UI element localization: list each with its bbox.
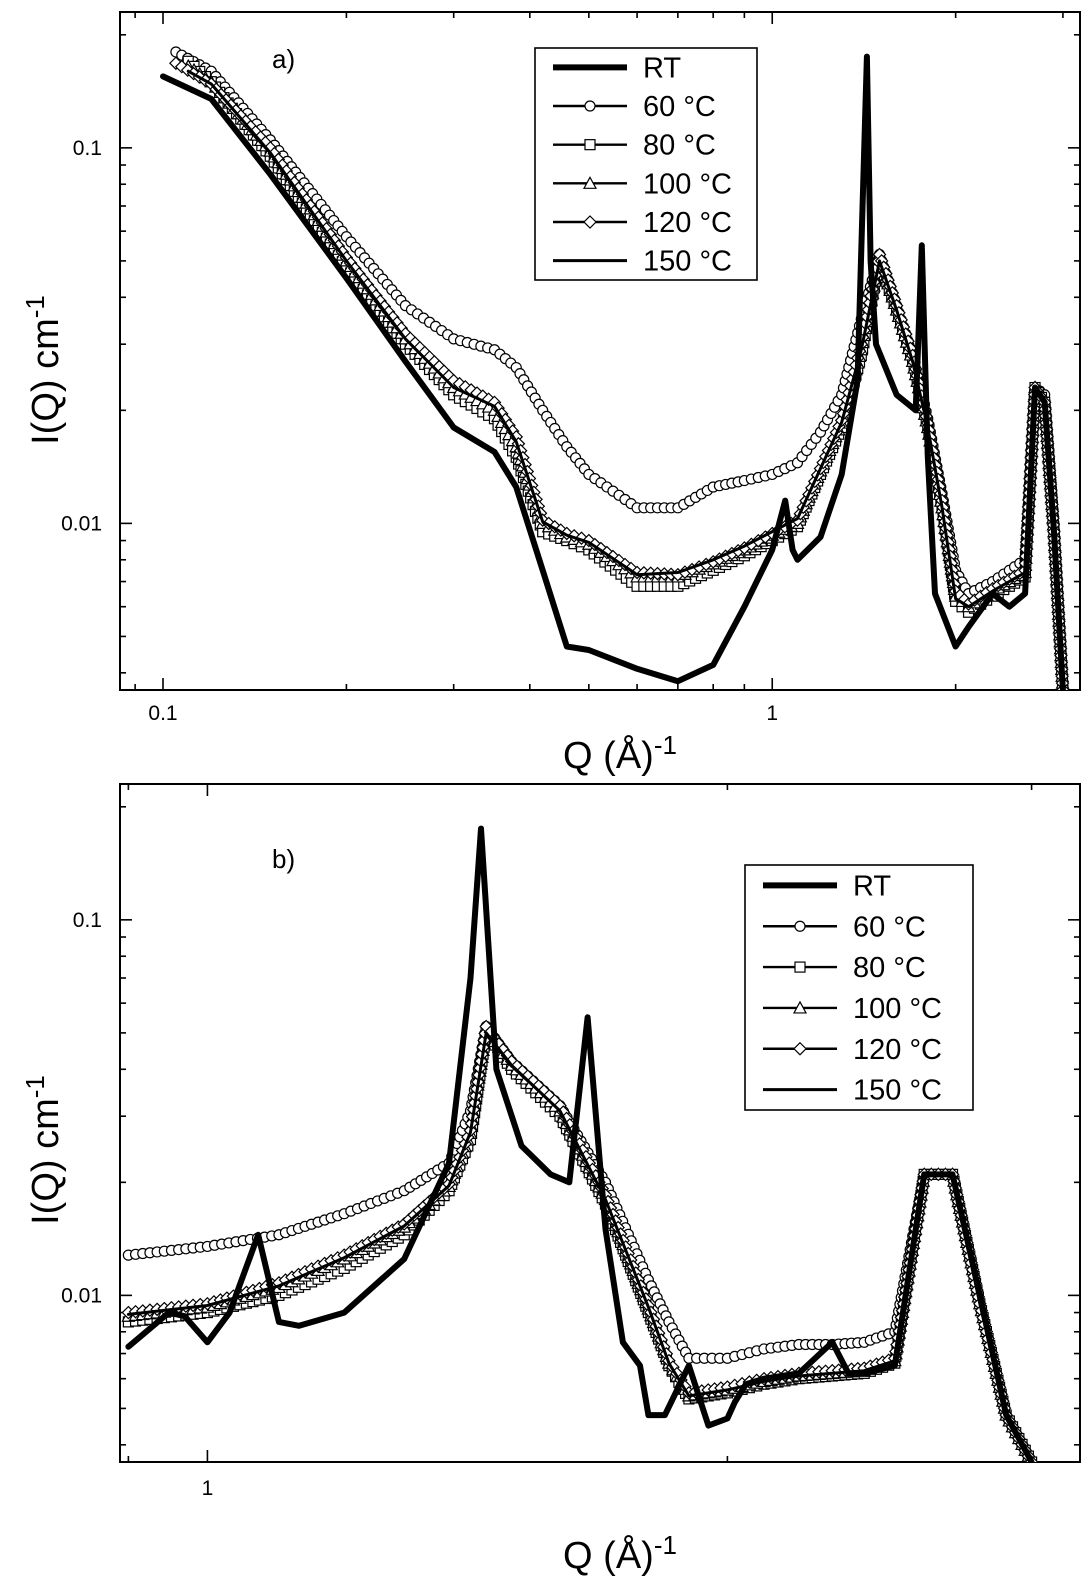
plot-frame <box>119 11 1081 691</box>
x-axis-title-sup: -1 <box>654 1530 677 1560</box>
y-axis-title-main: I(Q) cm <box>25 318 67 445</box>
y-axis-title-main: I(Q) cm <box>25 1098 67 1225</box>
legend-entry: 150 °C <box>763 1075 942 1107</box>
x-axis-title-main: Q (Å) <box>563 733 654 777</box>
legend-entry: 60 °C <box>553 91 716 123</box>
legend-box <box>534 47 758 281</box>
legend: RT 60 °C 80 °C 100 °C 120 °C 150 °C <box>744 864 974 1111</box>
legend-marker <box>794 920 806 932</box>
legend-marker <box>583 215 597 229</box>
y-tick-label: 0.1 <box>73 137 102 160</box>
legend-label: 150 °C <box>853 1075 942 1107</box>
panel-label: b) <box>272 844 295 874</box>
legend-entry: 120 °C <box>763 1034 942 1066</box>
series-group <box>121 825 1039 1462</box>
legend-label: 60 °C <box>853 911 926 943</box>
x-axis-title-sup: -1 <box>654 730 677 760</box>
series-rt <box>160 53 1066 690</box>
x-tick-label: 1 <box>766 702 778 725</box>
series-line <box>160 53 1066 690</box>
legend-label: 120 °C <box>853 1034 942 1066</box>
legend-entry: 150 °C <box>553 246 732 278</box>
legend-entry: 60 °C <box>763 911 926 943</box>
y-axis-title-sup: -1 <box>20 295 50 318</box>
legend-entry: 100 °C <box>553 168 732 200</box>
legend-label: 100 °C <box>853 993 942 1025</box>
series-150-c <box>186 69 1065 690</box>
legend-label: RT <box>643 52 681 84</box>
legend-entry: RT <box>763 870 891 902</box>
legend-marker <box>582 176 598 189</box>
legend-marker <box>793 1041 807 1056</box>
y-axis-title: I(Q) cm-1 <box>20 1075 67 1225</box>
legend-marker <box>584 139 596 151</box>
legend-label: 60 °C <box>643 91 716 123</box>
legend-box <box>744 864 974 1111</box>
x-tick-label: 1 <box>202 1477 214 1500</box>
series-rt <box>125 825 1035 1462</box>
y-tick-label: 0.1 <box>73 909 102 932</box>
legend-marker <box>584 100 596 112</box>
series-group <box>160 46 1070 690</box>
series-line <box>125 825 1035 1462</box>
legend: RT 60 °C 80 °C 100 °C 120 °C 150 °C <box>534 47 758 281</box>
x-tick-label: 0.1 <box>148 702 177 725</box>
plot-frame <box>119 783 1081 1463</box>
legend-label: RT <box>853 870 891 902</box>
y-axis-title: I(Q) cm-1 <box>20 295 67 445</box>
y-tick-label: 0.01 <box>61 512 102 535</box>
y-tick-label: 0.01 <box>61 1284 102 1307</box>
legend-entry: RT <box>553 52 681 84</box>
legend-label: 120 °C <box>643 207 732 239</box>
legend-marker <box>792 1000 808 1014</box>
legend-entry: 80 °C <box>553 130 716 162</box>
legend-entry: 80 °C <box>763 952 926 984</box>
x-axis-title: Q (Å)-1 <box>563 730 677 777</box>
y-axis-title-sup: -1 <box>20 1075 50 1098</box>
legend-label: 100 °C <box>643 168 732 200</box>
legend-label: 150 °C <box>643 246 732 278</box>
panel-label: a) <box>272 44 295 74</box>
legend-label: 80 °C <box>643 130 716 162</box>
legend-marker <box>794 961 806 973</box>
series-line <box>186 69 1065 690</box>
x-axis-title-main: Q (Å) <box>563 1533 654 1577</box>
legend-label: 80 °C <box>853 952 926 984</box>
legend-entry: 120 °C <box>553 207 732 239</box>
x-axis-title: Q (Å)-1 <box>563 1530 677 1577</box>
legend-entry: 100 °C <box>763 993 942 1025</box>
